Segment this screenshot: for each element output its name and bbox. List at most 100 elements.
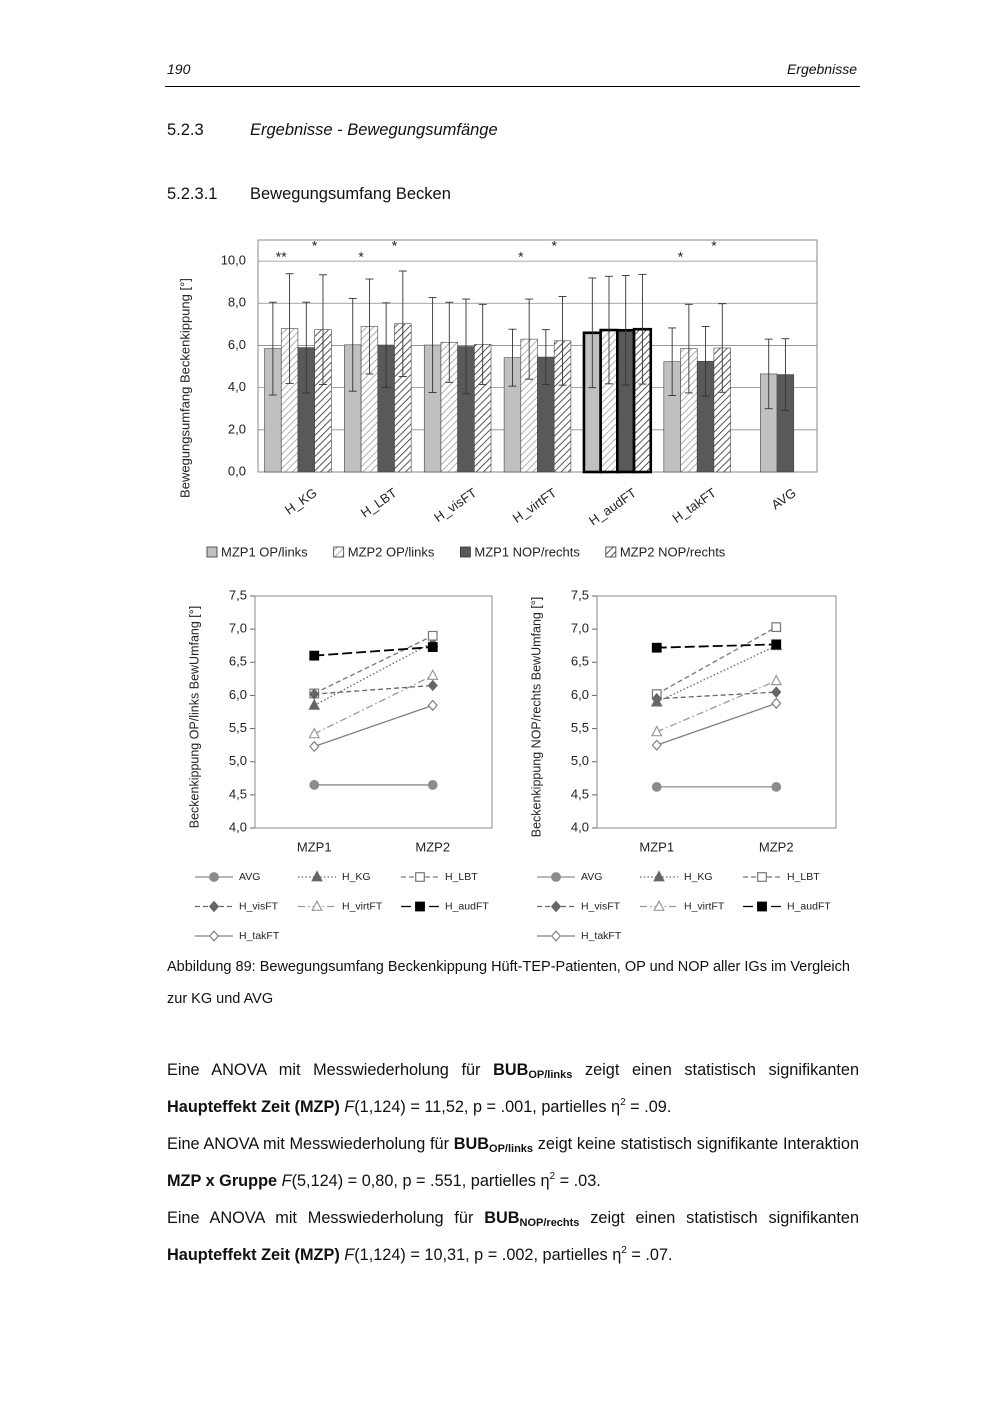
series bbox=[651, 639, 782, 653]
line bbox=[314, 684, 433, 695]
error-bar bbox=[318, 274, 327, 385]
y-tick-label: 10,0 bbox=[221, 253, 246, 268]
y-axis-label: Beckenkippung NOP/rechts BewUmfang [°] bbox=[529, 597, 543, 838]
text-run: OP/links bbox=[489, 1143, 534, 1155]
line bbox=[313, 635, 434, 695]
error-bar bbox=[525, 298, 534, 380]
error-bar bbox=[382, 302, 391, 388]
legend-label: H_LBT bbox=[445, 871, 478, 883]
series bbox=[650, 674, 783, 737]
marker bbox=[427, 699, 438, 712]
y-tick-label: 0,0 bbox=[228, 463, 246, 478]
y-tick-label: 6,0 bbox=[228, 337, 246, 352]
error-bar bbox=[268, 301, 277, 396]
marker bbox=[309, 780, 320, 790]
legend-label: H_KG bbox=[342, 871, 371, 883]
marker bbox=[770, 674, 783, 686]
legend-label: MZP2 NOP/rechts bbox=[620, 544, 726, 559]
error-bar bbox=[668, 327, 677, 396]
legend-marker bbox=[208, 930, 220, 942]
line bbox=[656, 626, 777, 695]
marker bbox=[308, 698, 321, 710]
text-run: (1,124) = 11,52, p = .001, partielles η bbox=[354, 1098, 621, 1116]
header-rule bbox=[165, 86, 860, 87]
significance-mark: * bbox=[358, 249, 364, 265]
marker bbox=[427, 630, 438, 641]
figure-caption: Abbildung 89: Bewegungsumfang Beckenkipp… bbox=[167, 959, 850, 1007]
text-run: MZP x Gruppe bbox=[167, 1172, 278, 1190]
page-number: 190 bbox=[167, 61, 191, 77]
marker bbox=[650, 725, 663, 737]
y-tick-label: 5,5 bbox=[571, 720, 589, 735]
y-tick-label: 5,5 bbox=[229, 720, 247, 735]
significance-mark: * bbox=[711, 238, 717, 254]
text-run: BUB bbox=[493, 1061, 529, 1079]
y-tick-label: 2,0 bbox=[228, 421, 246, 436]
y-tick-label: 5,0 bbox=[229, 753, 247, 768]
x-tick-label: H_virtFT bbox=[510, 485, 559, 526]
series bbox=[309, 699, 438, 753]
error-bar bbox=[781, 338, 790, 411]
error-bar bbox=[764, 338, 773, 410]
error-bar bbox=[302, 301, 311, 394]
error-bar bbox=[478, 303, 487, 385]
text-run: = .03. bbox=[555, 1172, 601, 1190]
y-tick-label: 4,0 bbox=[229, 819, 247, 834]
text-run: NOP/rechts bbox=[519, 1217, 580, 1229]
error-bar bbox=[428, 297, 437, 393]
y-axis-label: Beckenkippung OP/links BewUmfang [°] bbox=[187, 606, 201, 828]
marker bbox=[771, 782, 782, 792]
series bbox=[651, 697, 782, 751]
marker bbox=[309, 740, 320, 753]
text-run: F bbox=[344, 1098, 355, 1116]
error-bar bbox=[398, 270, 407, 377]
y-tick-label: 5,0 bbox=[571, 753, 589, 768]
legend-label: H_audFT bbox=[787, 900, 831, 912]
marker bbox=[771, 686, 782, 698]
text-run: (5,124) = 0,80, p = .551, partielles η bbox=[291, 1172, 550, 1190]
y-tick-label: 4,5 bbox=[229, 786, 247, 801]
y-tick-label: 4,5 bbox=[571, 786, 589, 801]
marker bbox=[771, 639, 782, 650]
legend-marker bbox=[550, 900, 562, 913]
line bbox=[656, 702, 777, 746]
marker bbox=[651, 693, 662, 705]
text-run: Haupteffekt Zeit (MZP) bbox=[167, 1098, 340, 1116]
legend-swatch bbox=[206, 546, 218, 558]
text-run: Eine ANOVA mit Messwiederholung für bbox=[167, 1061, 494, 1079]
x-tick-label: H_audFT bbox=[586, 485, 639, 528]
figure: 0,02,04,06,08,010,0 ***H_KG**H_LBT H_visFT… bbox=[177, 238, 837, 942]
significance-mark: ** bbox=[276, 249, 287, 265]
line bbox=[656, 643, 777, 649]
legend-label: H_visFT bbox=[581, 900, 621, 912]
legend-marker bbox=[757, 872, 767, 882]
legend-swatch bbox=[333, 546, 345, 558]
text-run: Haupteffekt Zeit (MZP) bbox=[167, 1246, 340, 1264]
x-tick-label: MZP1 bbox=[639, 839, 674, 854]
error-bar bbox=[701, 326, 710, 397]
y-tick-label: 4,0 bbox=[571, 819, 589, 834]
legend-label: MZP1 NOP/rechts bbox=[474, 544, 580, 559]
error-bar bbox=[348, 297, 357, 392]
series bbox=[309, 679, 438, 700]
error-bar bbox=[605, 275, 614, 385]
text-run: zeigt einen statistisch signifi­kanten bbox=[579, 1209, 860, 1227]
legend-marker bbox=[311, 899, 323, 911]
marker bbox=[771, 697, 782, 710]
legend-marker bbox=[757, 901, 767, 912]
line bbox=[656, 691, 777, 700]
section-number: 5.2.3 bbox=[167, 121, 204, 139]
marker bbox=[651, 782, 662, 792]
legend-label: H_virtFT bbox=[342, 900, 383, 912]
text-run: Eine ANOVA mit Messwiederholung für bbox=[167, 1135, 454, 1153]
text-run: Eine ANOVA mit Messwiederholung für bbox=[167, 1209, 485, 1227]
text-run: (1,124) = 10,31, p = .002, partielles η bbox=[354, 1246, 622, 1264]
legend-label: H_takFT bbox=[581, 930, 622, 942]
plot-area bbox=[254, 595, 493, 829]
error-bar bbox=[541, 329, 550, 385]
plot-area bbox=[596, 595, 837, 829]
series bbox=[309, 780, 438, 790]
legend-label: MZP1 OP/links bbox=[221, 544, 308, 559]
